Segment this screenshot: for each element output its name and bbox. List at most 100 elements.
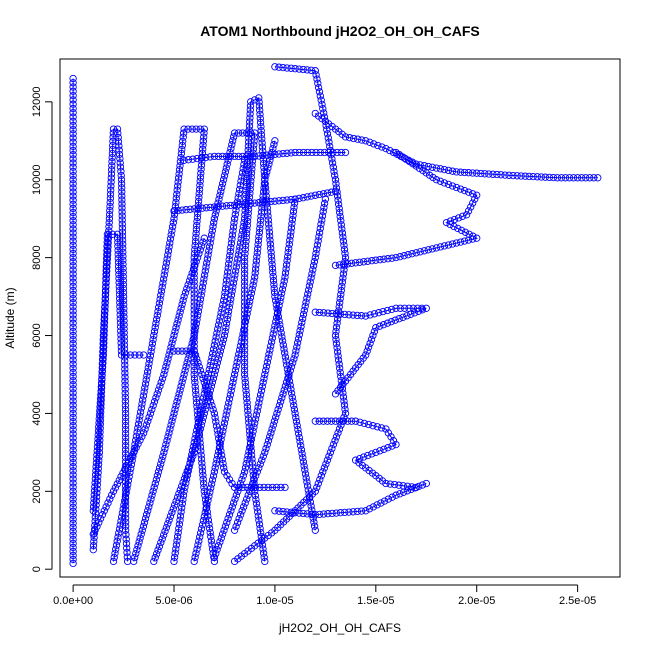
data-point [119, 296, 128, 305]
data-point [184, 467, 192, 475]
data-point [219, 301, 227, 309]
data-point [122, 539, 131, 548]
data-point [320, 510, 328, 518]
data-point [93, 455, 101, 463]
data-point [69, 171, 77, 180]
data-point [249, 281, 257, 289]
data-point [549, 173, 558, 182]
data-point [270, 284, 278, 293]
data-point [339, 274, 347, 282]
data-point [258, 139, 266, 147]
data-point [91, 475, 100, 483]
data-point [432, 244, 441, 252]
data-point [228, 287, 236, 295]
data-point [227, 291, 236, 299]
data-point [270, 141, 278, 149]
data-point [192, 229, 200, 238]
data-point [225, 395, 234, 403]
data-point [121, 437, 130, 446]
data-point [69, 184, 77, 192]
data-point [291, 509, 299, 517]
data-point [140, 518, 149, 527]
data-point [200, 271, 209, 279]
data-point [241, 499, 249, 507]
data-point [284, 248, 292, 257]
data-point [254, 236, 263, 245]
data-point [134, 440, 142, 448]
data-point [199, 394, 208, 402]
data-point [464, 207, 473, 215]
data-point [226, 391, 235, 399]
data-point [95, 444, 104, 452]
data-point [308, 506, 316, 514]
data-point [310, 522, 319, 530]
data-point [69, 100, 77, 108]
data-series [89, 234, 208, 538]
data-point [249, 479, 257, 488]
data-point [452, 168, 461, 176]
data-point [185, 463, 193, 471]
data-point [106, 495, 114, 503]
data-point [98, 363, 107, 371]
data-point [251, 199, 259, 207]
data-point [102, 258, 111, 267]
data-point [99, 331, 108, 340]
data-series [210, 195, 299, 562]
data-point [287, 508, 295, 516]
data-point [141, 384, 149, 392]
data-point [340, 245, 349, 254]
data-point [69, 104, 77, 113]
data-point [69, 413, 77, 422]
data-point [163, 359, 171, 367]
x-tick-label: 5.0e-06 [155, 595, 192, 607]
data-point [69, 393, 77, 401]
data-point [176, 386, 184, 394]
data-point [99, 335, 107, 344]
data-point [295, 194, 303, 203]
data-point [245, 301, 253, 310]
data-point [197, 451, 205, 459]
data-point [436, 177, 445, 185]
data-point [101, 286, 110, 295]
data-point [69, 483, 77, 491]
data-point [247, 199, 255, 208]
data-point [311, 526, 319, 534]
data-point [69, 503, 77, 511]
data-point [232, 362, 240, 371]
data-point [121, 373, 129, 381]
data-point [69, 253, 77, 262]
data-point [211, 337, 219, 345]
data-point [207, 537, 216, 545]
data-point [244, 491, 252, 499]
data-point [316, 475, 324, 484]
data-point [282, 357, 290, 365]
data-point [233, 259, 241, 267]
data-point [268, 256, 276, 264]
data-series [230, 63, 350, 566]
data-point [182, 479, 190, 487]
data-point [200, 125, 208, 133]
data-point [299, 454, 307, 462]
data-point [142, 421, 151, 429]
data-point [298, 450, 306, 458]
data-point [340, 397, 348, 405]
data-point [265, 160, 273, 168]
data-point [118, 220, 126, 228]
chart-title: ATOM1 Northbound jH2O2_OH_OH_CAFS [200, 23, 480, 39]
data-point [267, 197, 275, 206]
data-point [176, 158, 185, 166]
data-point [231, 210, 239, 219]
data-point [416, 161, 424, 169]
data-point [112, 545, 120, 553]
data-point [464, 169, 473, 177]
data-point [208, 401, 216, 410]
data-point [224, 403, 232, 411]
data-point [196, 533, 204, 541]
data-point [319, 417, 328, 425]
data-point [210, 341, 219, 349]
data-point [245, 122, 254, 130]
data-point [386, 146, 394, 155]
data-point [210, 215, 219, 223]
data-point [206, 203, 214, 212]
data-point [311, 253, 319, 262]
